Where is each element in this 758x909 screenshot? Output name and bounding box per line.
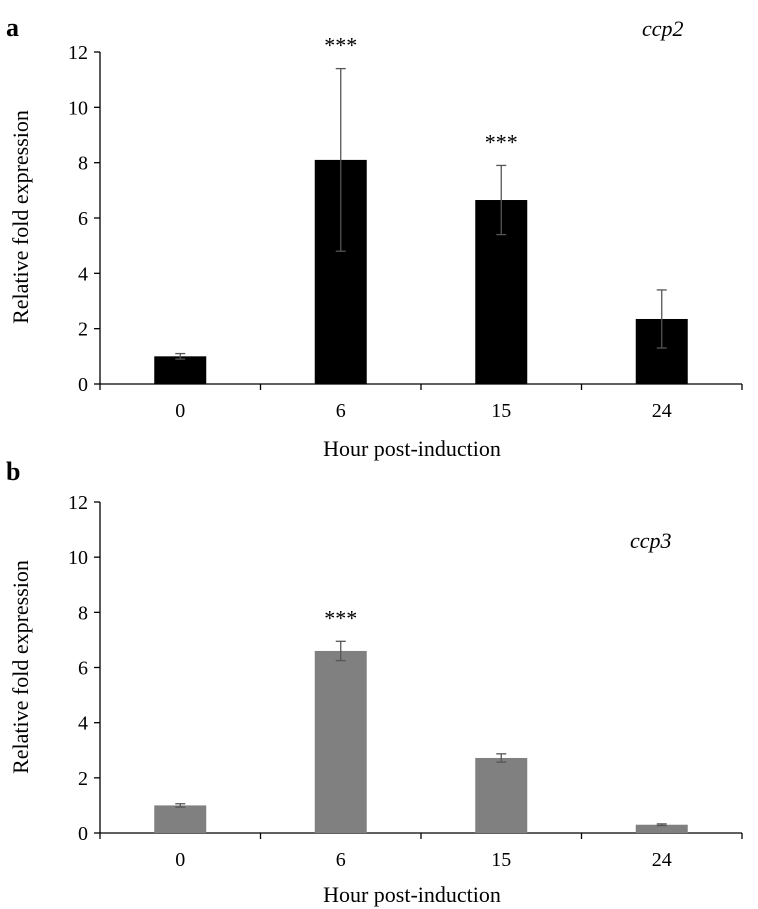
significance-marker-a: *** xyxy=(324,33,357,58)
chart-panel-a: a ccp2 Relative fold expression Hour pos… xyxy=(6,13,743,461)
y-tick-label-b: 8 xyxy=(78,602,88,624)
significance-marker-b: *** xyxy=(324,605,357,630)
chart-panel-b: b ccp3 Relative fold expression Hour pos… xyxy=(6,457,743,907)
y-tick-label-b: 0 xyxy=(78,823,88,845)
y-tick-label-a: 4 xyxy=(78,263,88,285)
panel-letter-b: b xyxy=(6,457,20,486)
significance-marker-a: *** xyxy=(485,129,518,154)
bar-b xyxy=(635,824,688,833)
y-tick-label-a: 10 xyxy=(68,97,88,119)
x-tick-label-a: 24 xyxy=(652,400,672,422)
x-tick-label-a: 6 xyxy=(336,400,346,422)
gene-label-a: ccp2 xyxy=(642,16,684,41)
bar-b xyxy=(475,757,528,833)
y-tick-label-b: 2 xyxy=(78,768,88,790)
x-tick-label-b: 0 xyxy=(175,849,185,871)
y-tick-label-a: 2 xyxy=(78,319,88,341)
x-tick-label-a: 15 xyxy=(491,400,511,422)
y-tick-label-b: 12 xyxy=(68,492,88,514)
y-axis-label-b: Relative fold expression xyxy=(8,560,33,774)
x-tick-label-b: 24 xyxy=(652,849,672,871)
x-tick-label-b: 15 xyxy=(491,849,511,871)
panel-letter-a: a xyxy=(6,13,19,42)
bar-a xyxy=(154,356,207,384)
y-tick-label-a: 6 xyxy=(78,208,88,230)
x-tick-label-a: 0 xyxy=(175,400,185,422)
x-axis-label-b: Hour post-induction xyxy=(323,882,501,907)
y-tick-label-a: 8 xyxy=(78,153,88,175)
x-axis-label-a: Hour post-induction xyxy=(323,436,501,461)
y-tick-label-a: 12 xyxy=(68,42,88,64)
y-tick-label-a: 0 xyxy=(78,374,88,396)
y-tick-label-b: 4 xyxy=(78,713,88,735)
y-tick-label-b: 10 xyxy=(68,547,88,569)
x-tick-label-b: 6 xyxy=(336,849,346,871)
bar-b xyxy=(314,650,367,833)
gene-label-b: ccp3 xyxy=(630,528,672,553)
y-axis-label-a: Relative fold expression xyxy=(8,110,33,324)
y-tick-label-b: 6 xyxy=(78,658,88,680)
bar-b xyxy=(154,805,207,833)
